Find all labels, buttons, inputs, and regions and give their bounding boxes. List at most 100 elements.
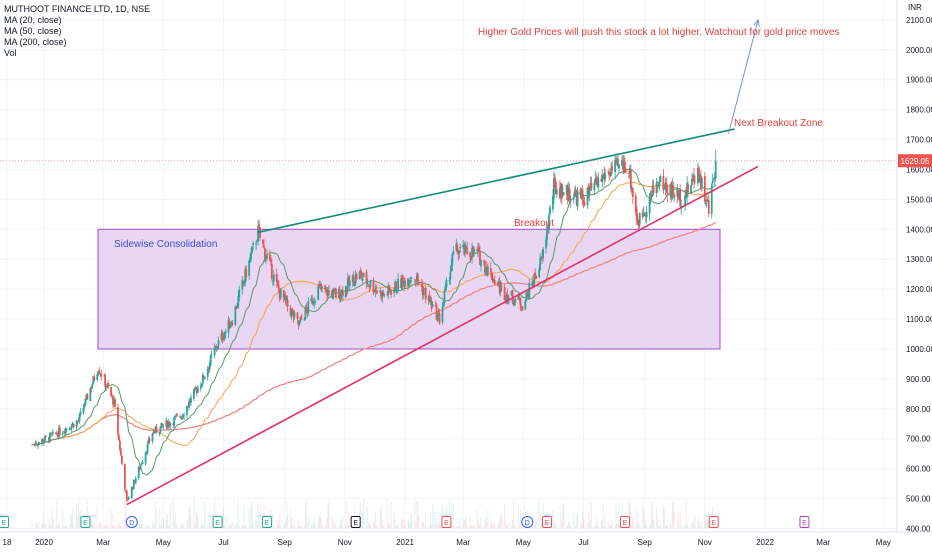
candle-body — [636, 219, 639, 225]
volume-bar — [691, 521, 693, 528]
volume-bar — [37, 525, 39, 528]
volume-bar — [259, 503, 261, 528]
candle-body — [352, 276, 355, 287]
candle-body — [166, 421, 169, 429]
candle-body — [400, 278, 402, 289]
candle-body — [614, 159, 616, 173]
candle-body — [666, 185, 669, 196]
candle-body — [263, 245, 265, 248]
volume-bar — [651, 504, 654, 528]
volume-bar — [70, 513, 72, 528]
volume-bar — [176, 523, 178, 528]
candle-body — [276, 280, 279, 286]
candle-body — [112, 396, 114, 405]
next-breakout-annotation: Next Breakout Zone — [734, 118, 823, 129]
volume-bar — [596, 515, 598, 528]
volume-bar — [283, 525, 285, 528]
volume-bar — [561, 521, 563, 528]
candle-body — [249, 257, 252, 263]
y-tick-label: 1500.00 — [906, 195, 932, 204]
volume-bar — [434, 519, 437, 528]
volume-bar — [186, 521, 188, 528]
candle-body — [697, 168, 699, 184]
candle-body — [373, 291, 376, 292]
volume-bar — [501, 513, 503, 528]
candle-body — [114, 399, 116, 407]
volume-bar — [533, 525, 535, 528]
candle-body — [144, 452, 147, 464]
volume-bar — [614, 525, 616, 528]
candle-body — [517, 295, 520, 300]
candle-body — [93, 376, 96, 381]
volume-bar — [638, 522, 640, 528]
projection-arrow — [728, 19, 759, 134]
volume-bar — [189, 505, 191, 528]
earnings-marker — [542, 516, 553, 528]
volume-bar — [684, 525, 686, 528]
candle-body — [504, 299, 507, 301]
volume-bar — [204, 502, 206, 528]
candle-body — [652, 185, 655, 194]
legend-vol: Vol — [4, 48, 17, 58]
volume-bar — [367, 522, 370, 528]
volume-bar — [49, 523, 51, 528]
volume-bar — [699, 525, 701, 528]
volume-bar — [365, 526, 368, 528]
volume-bar — [242, 525, 244, 528]
volume-bar — [464, 519, 466, 528]
volume-bar — [500, 513, 502, 528]
candle-body — [92, 376, 95, 384]
candle-body — [374, 289, 377, 292]
x-tick-label: Sep — [278, 538, 293, 547]
candle-body — [90, 387, 93, 389]
candle-body — [429, 300, 432, 303]
candle-body — [458, 250, 461, 253]
candle-body — [238, 289, 241, 298]
volume-bar — [245, 525, 247, 528]
candle-body — [410, 277, 413, 279]
candle-body — [685, 193, 687, 196]
candle-body — [69, 428, 72, 430]
y-tick-label: 900.00 — [906, 375, 931, 384]
volume-bar — [243, 505, 245, 528]
candle-body — [34, 443, 37, 446]
x-tick-label: Nov — [698, 538, 712, 547]
volume-bar — [34, 524, 36, 528]
volume-bar — [56, 501, 58, 528]
volume-bar — [706, 523, 708, 528]
candle-body — [199, 385, 202, 389]
candle-body — [393, 288, 396, 293]
volume-bar — [448, 502, 450, 528]
candle-body — [361, 278, 364, 281]
candle-body — [319, 285, 322, 288]
candle-body — [355, 274, 358, 280]
volume-bar — [376, 525, 378, 528]
candle-body — [159, 426, 162, 434]
volume-bar — [304, 502, 306, 528]
volume-bar — [334, 520, 336, 528]
volume-bar — [372, 519, 375, 528]
volume-bar — [335, 525, 337, 528]
volume-bar — [418, 516, 420, 528]
volume-bar — [568, 521, 570, 528]
volume-bar — [93, 525, 95, 528]
consolidation-zone — [97, 228, 721, 350]
candle-body — [711, 180, 714, 184]
projection-arrowhead — [753, 18, 760, 27]
legend-ma200: MA (200, close) — [4, 37, 67, 47]
candle-body — [113, 398, 115, 405]
volume-bar — [401, 518, 403, 528]
volume-bar — [287, 514, 289, 528]
volume-bar — [230, 525, 233, 528]
volume-bar — [492, 525, 494, 528]
candle-body — [275, 273, 278, 282]
candle-body — [710, 184, 713, 215]
candle-body — [155, 426, 158, 433]
volume-bar — [117, 519, 119, 528]
candle-body — [312, 302, 315, 304]
volume-bar — [313, 517, 315, 528]
candle-body — [369, 280, 372, 288]
candle-body — [484, 268, 487, 273]
